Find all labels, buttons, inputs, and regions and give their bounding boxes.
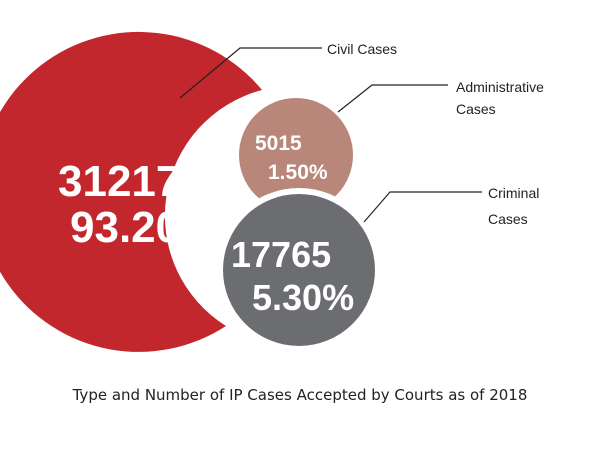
value-label-civil: 312171 (58, 157, 205, 206)
category-label-administrative-line-1: Administrative (456, 79, 544, 95)
value-label-criminal: 17765 (231, 234, 331, 275)
category-label-administrative: Administrative Cases (456, 76, 544, 120)
bubble-criminal-cases (217, 188, 381, 352)
value-label-administrative: 5015 (255, 132, 302, 155)
category-label-criminal: Criminal Cases (488, 180, 539, 232)
leader-line-criminal (363, 191, 482, 223)
category-label-criminal-line-1: Criminal (488, 185, 540, 201)
category-label-administrative-line-2: Cases (456, 101, 496, 117)
percent-label-criminal: 5.30% (252, 277, 354, 318)
leader-line-administrative (337, 84, 448, 113)
chart-title: Type and Number of IP Cases Accepted by … (72, 386, 528, 404)
percent-label-administrative: 1.50% (268, 161, 328, 184)
category-label-civil: Civil Cases (327, 41, 398, 57)
leader-line-civil (179, 47, 322, 99)
category-label-criminal-line-2: Cases (488, 211, 528, 227)
bubble-civil-cases (0, 31, 262, 352)
percent-label-civil: 93.20% (70, 203, 219, 252)
